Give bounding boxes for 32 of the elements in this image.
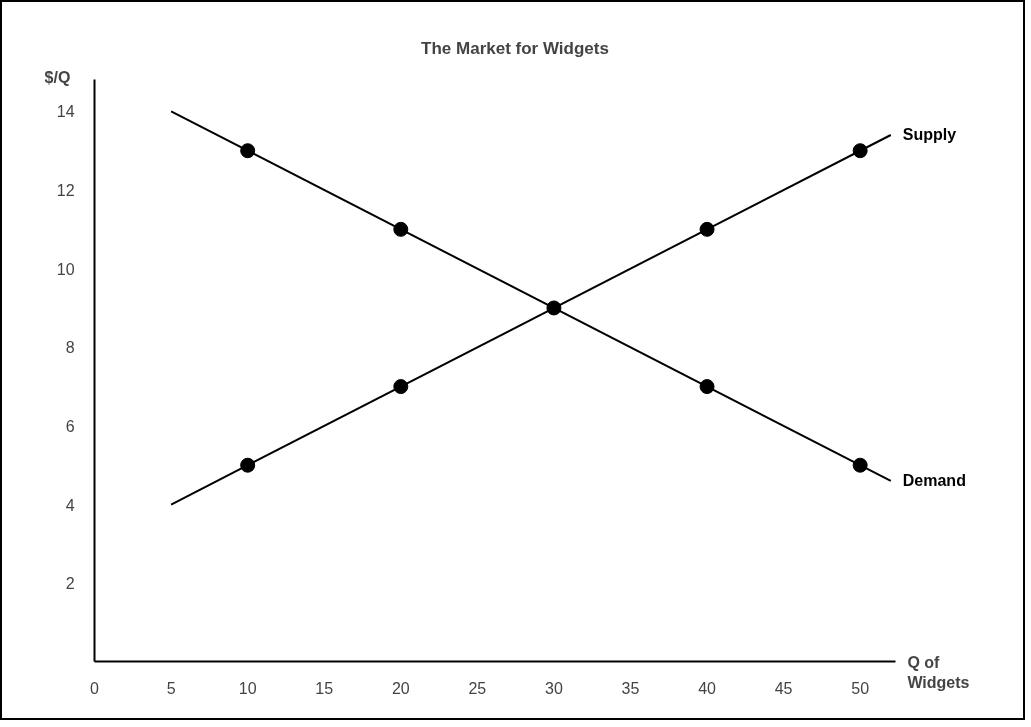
x-tick-label: 50: [851, 679, 870, 697]
y-tick-label: 2: [65, 575, 75, 593]
x-tick-label: 0: [90, 679, 100, 697]
point: [699, 221, 715, 237]
y-tick-label: 6: [65, 417, 75, 435]
y-tick-label: 8: [65, 339, 75, 357]
x-tick-label: 45: [774, 679, 793, 697]
x-tick-label: 25: [468, 679, 487, 697]
y-tick-label: 14: [56, 103, 75, 121]
chart-title: The Market for Widgets: [421, 38, 609, 58]
point: [852, 143, 868, 159]
x-tick-label: 5: [166, 679, 176, 697]
x-tick-label: 30: [545, 679, 563, 697]
x-tick-label: 40: [698, 679, 717, 697]
y-tick-label: 12: [56, 182, 75, 200]
y-axis-title: $/Q: [44, 68, 71, 86]
point: [393, 379, 409, 395]
x-axis-title: Q of Widgets: [907, 653, 970, 692]
point: [240, 143, 256, 159]
y-tick-label: 10: [56, 260, 75, 278]
point: [852, 457, 868, 473]
point: [240, 457, 256, 473]
x-tick-label: 15: [315, 679, 334, 697]
series-label: Supply: [902, 126, 957, 144]
x-tick-label: 35: [621, 679, 640, 697]
point: [393, 221, 409, 237]
x-tick-label: 10: [238, 679, 257, 697]
y-tick-label: 4: [65, 496, 75, 514]
x-tick-label: 20: [391, 679, 410, 697]
series-label: Demand: [902, 472, 966, 490]
point: [699, 379, 715, 395]
point: [546, 300, 562, 316]
